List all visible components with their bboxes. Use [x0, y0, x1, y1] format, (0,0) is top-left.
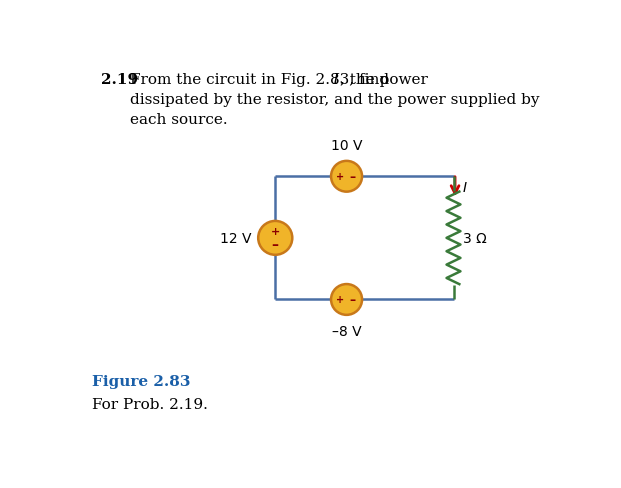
Text: 12 V: 12 V — [220, 231, 252, 245]
Text: 10 V: 10 V — [331, 138, 362, 152]
Text: +: + — [336, 295, 344, 305]
Circle shape — [331, 162, 362, 192]
Text: +: + — [336, 172, 344, 182]
Text: 3 Ω: 3 Ω — [463, 231, 486, 245]
Text: –: – — [350, 170, 355, 183]
Circle shape — [331, 285, 362, 315]
Circle shape — [258, 222, 292, 255]
Text: –8 V: –8 V — [332, 325, 361, 338]
Text: dissipated by the resistor, and the power supplied by: dissipated by the resistor, and the powe… — [130, 93, 540, 107]
Text: From the circuit in Fig. 2.83, find: From the circuit in Fig. 2.83, find — [130, 73, 394, 87]
Text: For Prob. 2.19.: For Prob. 2.19. — [91, 397, 207, 411]
Text: +: + — [271, 226, 280, 237]
Text: –: – — [272, 237, 279, 251]
Text: Figure 2.83: Figure 2.83 — [91, 374, 190, 388]
Text: 2.19: 2.19 — [101, 73, 138, 87]
Text: , the power: , the power — [340, 73, 427, 87]
Text: each source.: each source. — [130, 113, 228, 127]
Text: –: – — [350, 293, 355, 306]
Text: I: I — [463, 180, 467, 194]
Text: I: I — [332, 73, 338, 87]
